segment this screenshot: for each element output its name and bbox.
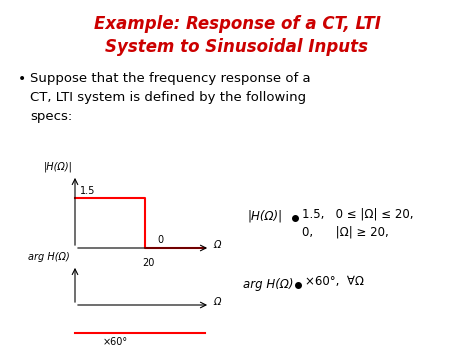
Text: ×60°: ×60° [103,337,128,347]
Text: Ω: Ω [213,240,220,250]
Text: arg H(Ω): arg H(Ω) [243,278,293,291]
Text: 1.5: 1.5 [80,186,95,196]
Text: |H(Ω)|: |H(Ω)| [44,162,73,172]
Text: 0: 0 [157,235,163,245]
Text: arg H(Ω): arg H(Ω) [28,252,70,262]
Text: •: • [18,72,26,86]
Text: 20: 20 [142,258,154,268]
Text: Suppose that the frequency response of a
CT, LTI system is defined by the follow: Suppose that the frequency response of a… [30,72,310,123]
Text: 1.5,   0 ≤ |Ω| ≤ 20,: 1.5, 0 ≤ |Ω| ≤ 20, [302,207,413,220]
Text: |H(Ω)|: |H(Ω)| [248,210,283,223]
Text: Example: Response of a CT, LTI: Example: Response of a CT, LTI [93,15,381,33]
Text: ×60°,  ∀Ω: ×60°, ∀Ω [305,275,364,288]
Text: Ω: Ω [213,297,220,307]
Text: 0,      |Ω| ≥ 20,: 0, |Ω| ≥ 20, [302,225,389,238]
Text: System to Sinusoidal Inputs: System to Sinusoidal Inputs [106,38,368,56]
